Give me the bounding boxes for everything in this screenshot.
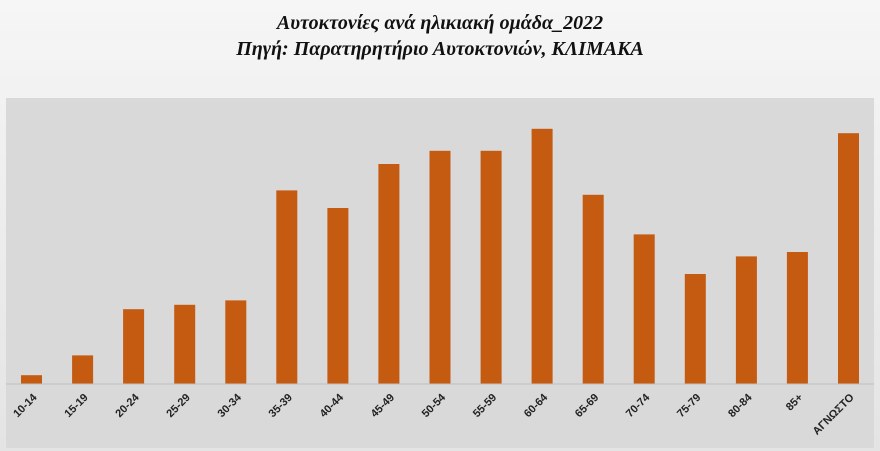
bar-50-54 (429, 150, 451, 384)
chart-subtitle: Πηγή: Παρατηρητήριο Αυτοκτονιών, ΚΛΙΜΑΚΑ (236, 38, 644, 60)
bar-20-24 (123, 309, 145, 384)
bar-60-64 (531, 128, 553, 384)
chart-title-block: Αυτοκτονίες ανά ηλικιακή ομάδα_2022 Πηγή… (0, 10, 880, 62)
bar-30-34 (225, 300, 247, 384)
bar-ΑΓΝΩΣΤΟ (838, 133, 859, 384)
bars-group (21, 128, 859, 384)
bar-25-29 (174, 304, 196, 384)
bar-80-84 (735, 256, 757, 384)
bar-85+ (786, 252, 808, 384)
bar-45-49 (378, 164, 400, 384)
bar-15-19 (72, 355, 94, 384)
bar-75-79 (684, 274, 706, 384)
bar-70-74 (633, 234, 655, 384)
bar-55-59 (480, 150, 502, 384)
bar-65-69 (582, 194, 604, 384)
bar-35-39 (276, 190, 298, 384)
bar-40-44 (327, 208, 349, 384)
chart-title: Αυτοκτονίες ανά ηλικιακή ομάδα_2022 (276, 12, 604, 34)
bar-10-14 (21, 375, 42, 384)
